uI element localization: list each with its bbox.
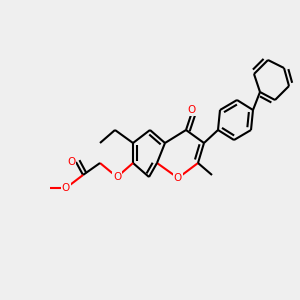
Text: O: O [174, 173, 182, 183]
Text: O: O [113, 172, 121, 182]
Text: O: O [188, 105, 196, 115]
Text: O: O [67, 157, 75, 167]
Text: O: O [62, 183, 70, 193]
